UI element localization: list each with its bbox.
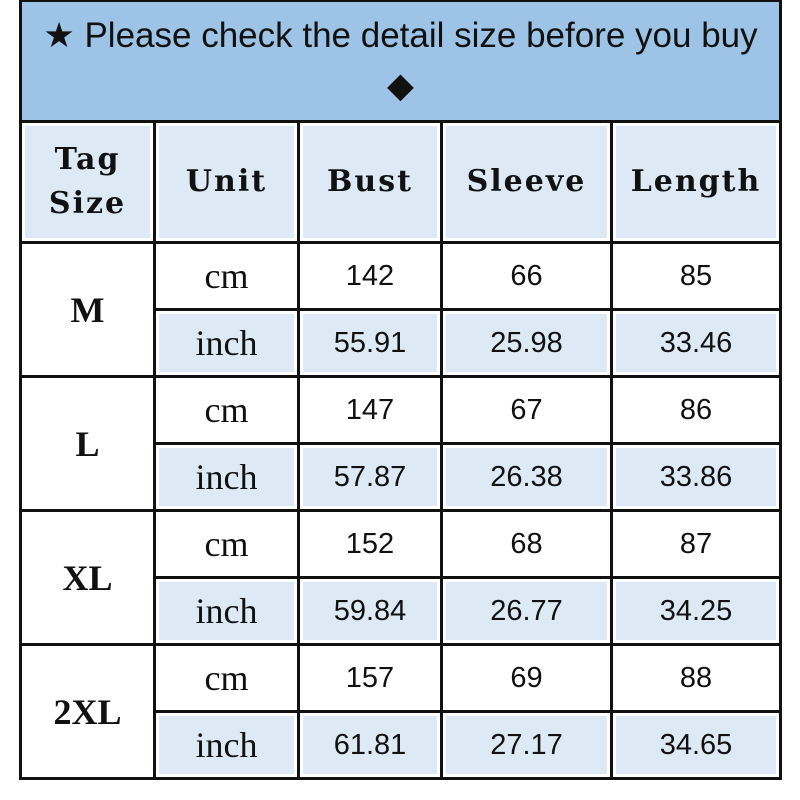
bust-cell: 142 xyxy=(297,241,443,311)
sleeve-cell: 25.98 xyxy=(440,308,613,378)
bust-cell: 55.91 xyxy=(297,308,443,378)
sleeve-cell: 26.77 xyxy=(440,576,613,646)
header-row: Tag Size Unit Bust Sleeve Length xyxy=(19,120,783,244)
table-row-2XL-cm: 2XL cm 157 69 88 xyxy=(19,643,783,780)
bust-cell: 59.84 xyxy=(297,576,443,646)
sleeve-cell: 26.38 xyxy=(440,442,613,512)
length-cell: 85 xyxy=(609,241,783,311)
length-cell: 34.65 xyxy=(609,710,783,780)
length-cell: 88 xyxy=(609,643,783,713)
bust-cell: 147 xyxy=(297,375,443,445)
sleeve-cell: 68 xyxy=(440,509,613,579)
length-cell: 34.25 xyxy=(609,576,783,646)
bust-cell: 61.81 xyxy=(297,710,443,780)
table-row-XL-inch: inch 59.84 26.77 34.25 xyxy=(21,576,783,646)
size-chart-title: ★ Please check the detail size before yo… xyxy=(18,0,783,123)
sleeve-cell: 27.17 xyxy=(440,710,613,780)
length-cell: 87 xyxy=(609,509,783,579)
tag-size-cell: XL xyxy=(19,509,156,646)
bust-cell: 152 xyxy=(297,509,443,579)
unit-cell: inch xyxy=(153,710,300,780)
header-length: Length xyxy=(609,120,783,244)
header-bust: Bust xyxy=(297,120,443,244)
sleeve-cell: 67 xyxy=(440,375,613,445)
unit-cell: inch xyxy=(153,308,300,378)
sleeve-cell: 66 xyxy=(440,241,613,311)
length-cell: 33.86 xyxy=(609,442,783,512)
tag-size-cell: M xyxy=(19,241,156,378)
header-sleeve: Sleeve xyxy=(440,120,613,244)
size-chart-table: ★ Please check the detail size before yo… xyxy=(18,0,783,780)
unit-cell: inch xyxy=(153,442,300,512)
length-cell: 86 xyxy=(609,375,783,445)
unit-cell: inch xyxy=(153,576,300,646)
unit-cell: cm xyxy=(153,375,300,445)
unit-cell: cm xyxy=(153,241,300,311)
tag-size-cell: L xyxy=(19,375,156,512)
table-row-L-inch: inch 57.87 26.38 33.86 xyxy=(21,442,783,512)
sleeve-cell: 69 xyxy=(440,643,613,713)
length-cell: 33.46 xyxy=(609,308,783,378)
unit-cell: cm xyxy=(153,643,300,713)
table-row-M-inch: inch 55.91 25.98 33.46 xyxy=(21,308,783,378)
unit-cell: cm xyxy=(153,509,300,579)
bust-cell: 57.87 xyxy=(297,442,443,512)
header-tag-size: Tag Size xyxy=(19,120,156,244)
header-unit: Unit xyxy=(153,120,300,244)
bust-cell: 157 xyxy=(297,643,443,713)
table-row-2XL-inch: inch 61.81 27.17 34.65 xyxy=(21,710,783,780)
tag-size-cell: 2XL xyxy=(19,643,156,780)
table-row-XL-cm: XL cm 152 68 87 xyxy=(19,509,783,646)
